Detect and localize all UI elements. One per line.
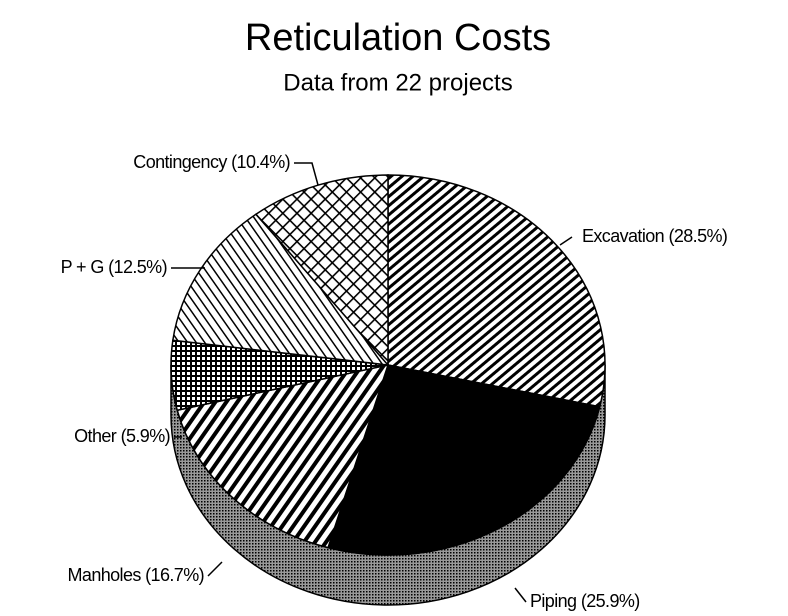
leader-line — [207, 561, 223, 577]
leader-line — [559, 236, 573, 246]
chart-title: Reticulation Costs — [245, 17, 551, 59]
slice-label: Other (5.9%) — [74, 426, 170, 446]
leader-line — [514, 587, 527, 603]
pie-slice — [254, 174, 389, 367]
leader-line — [294, 162, 319, 186]
pie-slice — [327, 364, 601, 556]
chart-subtitle: Data from 22 projects — [283, 69, 512, 96]
slice-label: Excavation (28.5%) — [582, 226, 727, 246]
slice-label: Manholes (16.7%) — [68, 565, 204, 585]
slice-label: Piping (25.9%) — [530, 591, 640, 611]
pie-slice — [176, 363, 390, 549]
pie-slice — [387, 174, 606, 408]
pie-slice — [171, 213, 390, 366]
slice-label: P + G (12.5%) — [61, 257, 167, 277]
slice-label: Contingency (10.4%) — [133, 152, 290, 172]
